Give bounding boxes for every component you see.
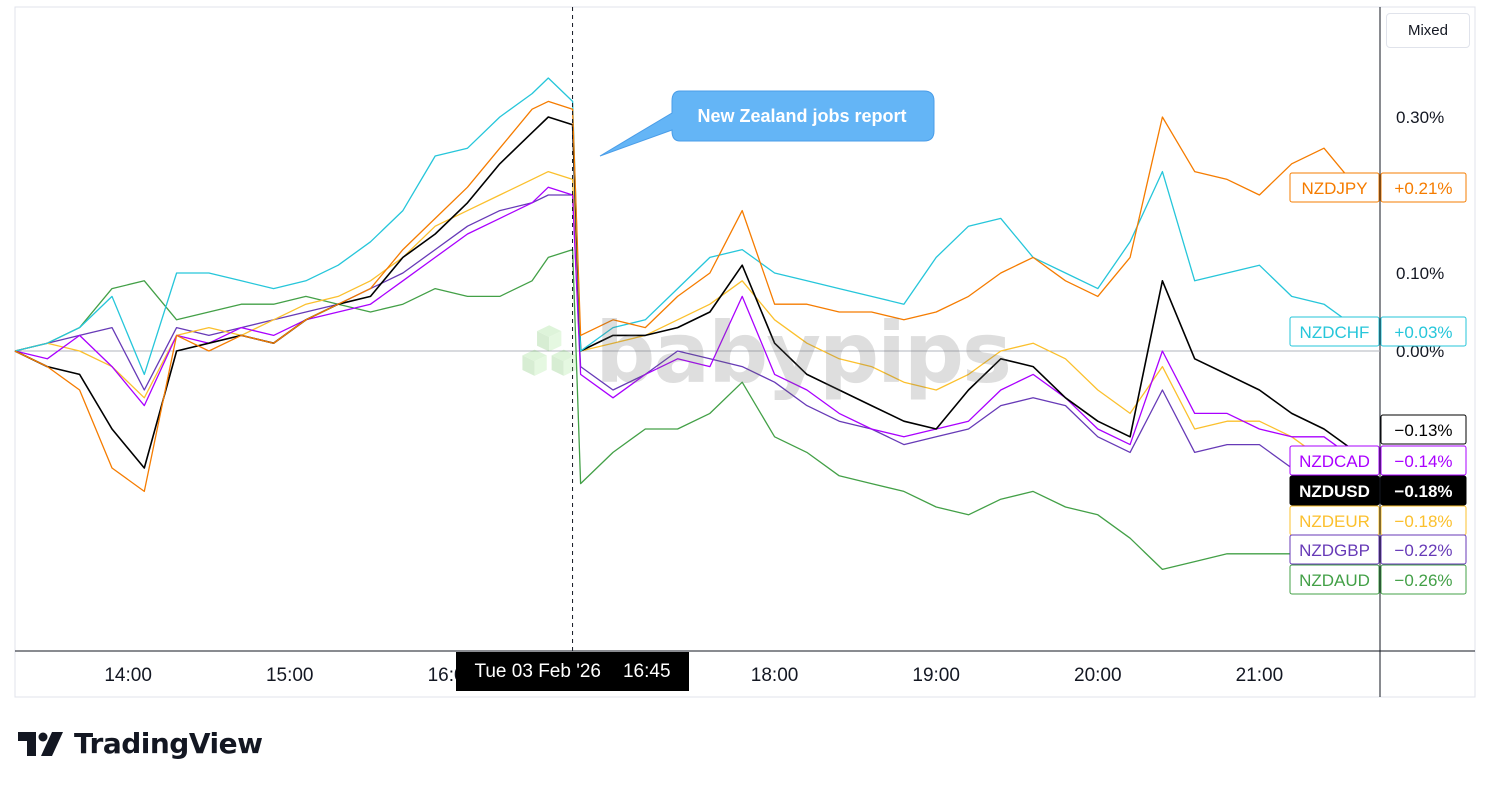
crosshair-time-label: Tue 03 Feb '26 16:45 [456, 652, 689, 691]
series-line-nzdeur [14, 170, 1357, 492]
value-tag-text: −0.18% [1394, 482, 1452, 501]
symbol-tag-text: NZDGBP [1299, 541, 1370, 560]
symbol-tag-text: NZDAUD [1299, 571, 1370, 590]
value-tag-text: +0.21% [1394, 179, 1452, 198]
symbol-tag-nzdusd [1289, 475, 1380, 506]
value-tag-text: −0.13% [1394, 421, 1452, 440]
x-tick-label: 18:00 [751, 665, 799, 686]
value-tag-text: −0.26% [1394, 571, 1452, 590]
callout-text: New Zealand jobs report [697, 105, 907, 126]
symbol-tag-text: NZDEUR [1299, 512, 1370, 531]
value-tag-crosshair [1380, 414, 1467, 445]
symbol-tag-nzdgbp [1289, 534, 1380, 565]
value-tag-nzdchf [1380, 316, 1467, 347]
value-tag-text: +0.03% [1394, 323, 1452, 342]
y-tick-label: 0.00% [1396, 342, 1444, 361]
series-line-nzdgbp [14, 194, 1357, 524]
series-line-nzdjpy [14, 100, 1357, 493]
scale-mode-button[interactable]: Mixed [1386, 13, 1470, 48]
value-tag-nzdcad [1380, 445, 1467, 476]
value-tag-nzdjpy [1380, 172, 1467, 203]
series-line-nzdchf [14, 77, 1357, 376]
value-tag-nzdusd [1380, 475, 1467, 506]
symbol-tag-nzdaud [1289, 564, 1380, 595]
y-tick-label: 0.30% [1396, 108, 1444, 127]
tradingview-wordmark: TradingView [74, 727, 263, 760]
y-tick-label: 0.10% [1396, 264, 1444, 283]
tradingview-logo-icon [18, 731, 63, 756]
series-line-nzdaud [14, 248, 1357, 571]
x-tick-label: 21:00 [1236, 665, 1284, 686]
tradingview-logo[interactable]: TradingView [18, 727, 263, 760]
value-tag-text: −0.22% [1394, 541, 1452, 560]
x-tick-label: 15:00 [266, 665, 314, 686]
callout-bubble [599, 90, 935, 157]
value-tag-nzdaud [1380, 564, 1467, 595]
x-tick-label: 14:00 [104, 665, 152, 686]
series-line-nzdcad [14, 186, 1357, 461]
symbol-tag-nzdjpy [1289, 172, 1380, 203]
value-tag-text: −0.18% [1394, 512, 1452, 531]
crosshair-date: Tue 03 Feb '26 [474, 660, 601, 682]
value-tag-text: −0.14% [1394, 452, 1452, 471]
x-tick-label: 19:00 [912, 665, 960, 686]
symbol-tag-text: NZDJPY [1301, 179, 1367, 198]
value-tag-nzdgbp [1380, 534, 1467, 565]
symbol-tag-text: NZDUSD [1299, 482, 1370, 501]
symbol-tag-text: NZDCAD [1299, 452, 1370, 471]
symbol-tag-nzdcad [1289, 445, 1380, 476]
symbol-tag-text: NZDCHF [1300, 323, 1370, 342]
crosshair-time: 16:45 [622, 660, 671, 682]
x-tick-label: 20:00 [1074, 665, 1122, 686]
symbol-tag-nzdchf [1289, 316, 1380, 347]
